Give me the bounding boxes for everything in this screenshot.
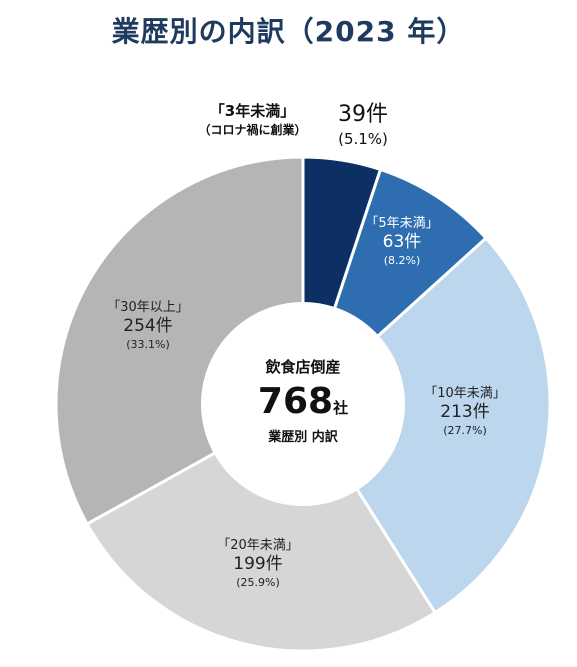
slice-percent: (25.9%) (236, 575, 280, 589)
slice-count: 254件 (123, 316, 173, 337)
center-line1: 飲食店倒産 (265, 358, 341, 376)
chart-title: 業歴別の内訳（2023 年） (111, 15, 466, 48)
slice-percent: (33.1%) (126, 337, 170, 351)
slice-name: 「20年未満」 (217, 538, 299, 553)
slice-percent: (27.7%) (443, 423, 487, 437)
slice-name: 「10年未満」 (424, 386, 506, 401)
slice-value-under3: 39件 (5.1%) (318, 96, 408, 148)
slice-count: 213件 (440, 402, 490, 423)
slice-percent: (5.1%) (338, 130, 388, 148)
slice-label-under3: 「3年未満」 （コロナ禍に創業） (190, 100, 315, 138)
slice-under10 (301, 236, 552, 615)
slice-label-over30: 「30年以上」 254件 (33.1%) (93, 300, 203, 351)
slice-name: 「3年未満」 (209, 102, 296, 120)
slice-under20 (85, 402, 438, 653)
slice-count: 199件 (233, 554, 283, 575)
slice-label-under10: 「10年未満」 213件 (27.7%) (410, 386, 520, 437)
slice-label-under5: 「5年未満」 63件 (8.2%) (362, 216, 442, 267)
slice-note: （コロナ禍に創業） (198, 123, 307, 137)
center-total: 768 (257, 381, 334, 422)
slice-label-under20: 「20年未満」 199件 (25.9%) (203, 538, 313, 589)
center-unit: 社 (333, 399, 349, 417)
slice-name: 「30年以上」 (107, 300, 189, 315)
slice-name: 「5年未満」 (365, 216, 439, 231)
slice-percent: (8.2%) (383, 253, 421, 267)
donut-hole (201, 302, 405, 506)
slice-count: 39件 (338, 102, 388, 127)
slice-count: 63件 (382, 232, 422, 253)
center-line3: 業歴別 内訳 (268, 430, 338, 445)
donut-center: 飲食店倒産 768社 業歴別 内訳 (218, 356, 388, 445)
